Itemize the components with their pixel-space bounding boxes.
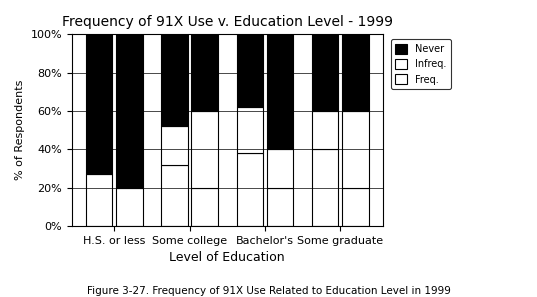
Text: Figure 3-27. Frequency of 91X Use Related to Education Level in 1999: Figure 3-27. Frequency of 91X Use Relate… [86, 286, 451, 296]
Bar [161, 165, 188, 226]
Bar [192, 188, 218, 226]
Title: Frequency of 91X Use v. Education Level - 1999: Frequency of 91X Use v. Education Level … [62, 15, 393, 29]
Bar [86, 174, 112, 226]
Bar [86, 34, 112, 174]
Bar [237, 34, 263, 107]
Bar [267, 34, 293, 149]
Bar [267, 149, 293, 188]
Bar [342, 188, 368, 226]
Bar [267, 188, 293, 226]
Bar [192, 34, 218, 111]
X-axis label: Level of Education: Level of Education [170, 251, 285, 264]
Bar [237, 153, 263, 226]
Bar [342, 111, 368, 188]
Bar [161, 126, 188, 165]
Bar [192, 111, 218, 188]
Y-axis label: % of Respondents: % of Respondents [15, 80, 25, 180]
Bar [116, 188, 142, 226]
Bar [237, 107, 263, 153]
Legend: Never, Infreq., Freq.: Never, Infreq., Freq. [390, 39, 451, 89]
Bar [312, 111, 338, 149]
Bar [116, 34, 142, 188]
Bar [342, 34, 368, 111]
Bar [312, 149, 338, 226]
Bar [312, 34, 338, 111]
Bar [161, 34, 188, 126]
